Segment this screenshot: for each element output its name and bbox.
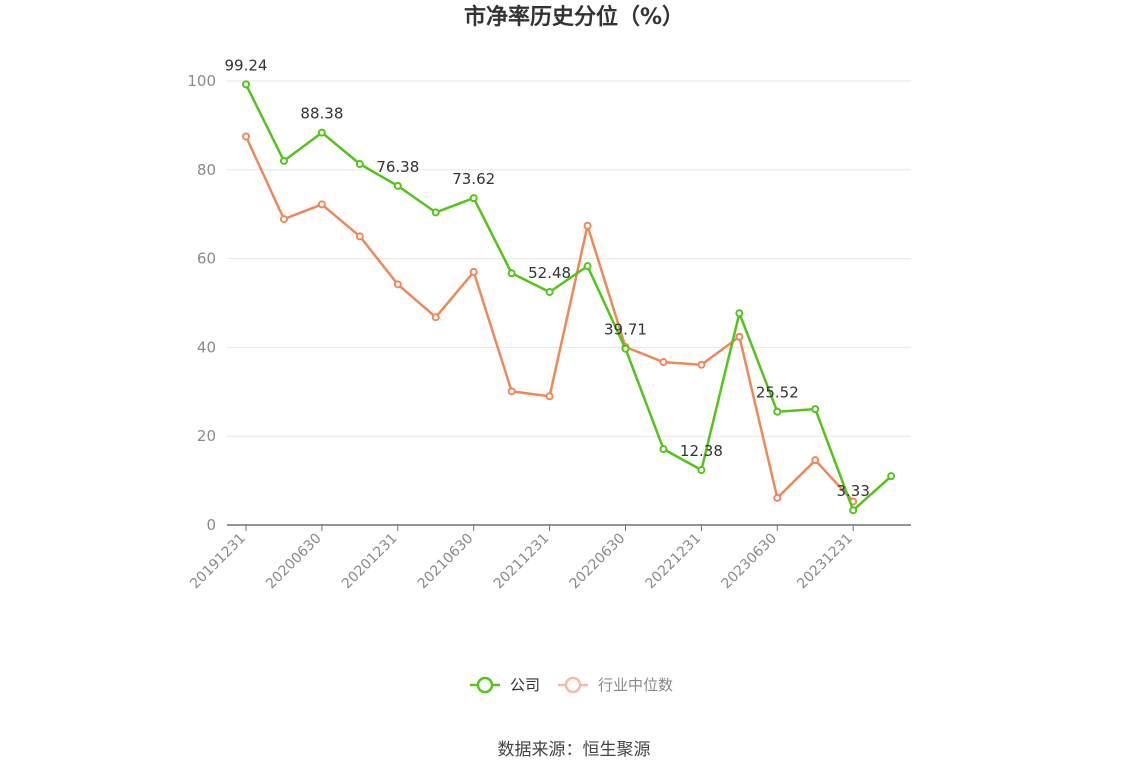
data-label: 25.52 [756,384,799,402]
legend-item-1[interactable]: 行业中位数 [558,676,673,694]
x-tick-label: 20211231 [491,531,553,593]
data-point [583,221,592,230]
legend-item-0[interactable]: 公司 [470,676,540,694]
data-point [469,267,478,276]
data-label: 88.38 [300,105,343,123]
y-tick-label: 20 [197,427,216,445]
data-point [697,466,706,475]
x-tick-label: 20230630 [718,531,780,593]
series-0 [242,80,896,515]
data-label: 3.33 [836,482,869,500]
legend-swatch-marker [564,676,582,694]
data-point [735,332,744,341]
source-note: 数据来源：恒生聚源 [498,740,651,760]
data-point [355,160,364,169]
data-point [242,80,250,89]
x-tick-label: 20221231 [643,531,705,593]
data-point [735,309,744,318]
data-point [887,472,896,481]
x-tick-label: 20231231 [794,531,856,593]
data-point [507,387,516,396]
data-point [317,200,326,209]
data-label: 39.71 [604,321,647,339]
data-label: 52.48 [528,264,571,282]
data-point [659,445,668,454]
y-tick-label: 0 [206,516,216,534]
series-line [244,83,893,512]
data-label: 12.38 [680,442,723,460]
y-tick-label: 40 [197,338,216,356]
legend-label: 公司 [510,676,540,694]
series-1 [242,132,858,506]
data-point [545,392,554,401]
x-tick-label: 20210630 [415,531,477,593]
data-point [431,313,440,322]
data-point [279,215,288,224]
x-tick-label: 20200630 [263,531,325,593]
data-point [355,232,364,241]
y-tick-label: 100 [187,72,216,90]
data-point [431,208,440,217]
x-tick-label: 20220630 [567,531,629,593]
chart-title: 市净率历史分位（%） [464,4,684,30]
data-point [811,405,820,414]
data-point [393,280,402,289]
data-point [545,287,554,296]
data-point [659,358,668,367]
data-point [393,181,402,190]
series-layer [242,80,896,515]
legend-swatch-marker [476,676,494,694]
series-line [244,135,855,503]
legend-label: 行业中位数 [598,676,673,694]
data-point [583,262,592,271]
legend[interactable]: 公司 行业中位数 [470,676,673,694]
data-point [849,506,858,515]
data-point [507,269,516,278]
data-point [279,156,288,165]
data-label: 73.62 [452,170,495,188]
grid [227,80,911,437]
data-labels: 99.24 88.38 76.38 73.62 52.48 39.71 12.38 25.52… [225,56,870,500]
data-point [697,360,706,369]
data-point [317,128,326,137]
data-point [773,407,782,416]
data-label: 76.38 [376,158,419,176]
data-point [621,344,630,353]
x-tick-label: 20191231 [187,531,249,593]
data-point [242,132,250,141]
data-point [773,493,782,502]
data-point [469,194,478,203]
y-tick-label: 80 [197,161,216,179]
data-point [811,456,820,465]
x-tick-label: 20201231 [339,531,401,593]
data-label: 99.24 [225,56,268,74]
y-tick-label: 60 [197,250,216,268]
